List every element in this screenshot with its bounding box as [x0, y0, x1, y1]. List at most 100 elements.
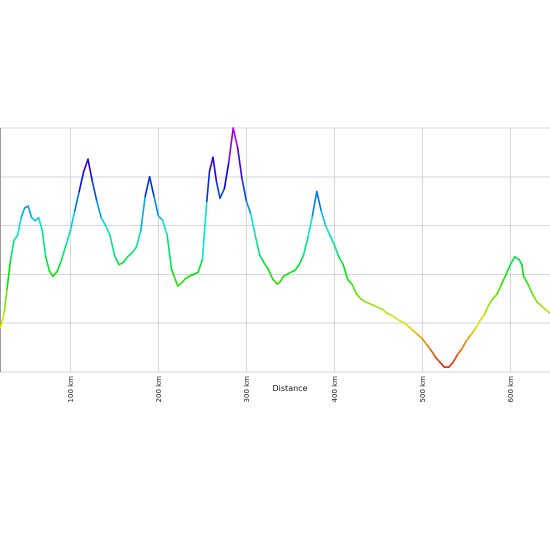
line-segment-23 [82, 158, 89, 173]
line-segment-75 [298, 254, 305, 266]
line-segment-2 [3, 288, 8, 313]
line-segment-96 [390, 314, 397, 320]
line-segment-116 [478, 314, 485, 323]
line-segment-60 [236, 146, 243, 180]
line-segment-126 [521, 263, 525, 278]
line-segment-37 [144, 176, 151, 198]
line-segment-41 [162, 219, 168, 237]
line-segment-39 [153, 195, 160, 217]
x-tick-label-0: 100 km [67, 376, 75, 403]
line-segment-15 [48, 269, 54, 278]
line-segment-67 [267, 268, 274, 281]
vertical-gridlines [69, 128, 511, 372]
line-segment-20 [69, 210, 76, 232]
line-segment-32 [122, 256, 129, 264]
line-segment-70 [279, 275, 285, 284]
line-segment-49 [192, 271, 199, 276]
line-segment-50 [197, 258, 204, 274]
line-segment-107 [439, 361, 446, 368]
line-segment-12 [37, 216, 44, 232]
line-segment-82 [329, 234, 336, 246]
line-segment-59 [232, 127, 239, 149]
line-segment-76 [302, 236, 309, 256]
line-segment-78 [311, 190, 318, 217]
horizontal-gridlines [0, 127, 550, 373]
line-segment-68 [271, 278, 279, 285]
line-segment-132 [544, 308, 550, 315]
x-tick-label-3: 400 km [331, 376, 339, 403]
line-segment-90 [364, 300, 371, 305]
line-segment-19 [65, 229, 72, 246]
line-segment-93 [377, 306, 384, 311]
line-segment-43 [170, 268, 176, 278]
line-segment-105 [430, 349, 437, 359]
line-segment-35 [135, 229, 142, 248]
line-segment-6 [16, 216, 22, 237]
line-segment-114 [469, 328, 477, 336]
line-segment-14 [44, 256, 51, 272]
line-segment-56 [219, 187, 226, 200]
line-segment-84 [337, 256, 345, 266]
line-segment-98 [399, 320, 406, 325]
line-segment-122 [505, 263, 512, 276]
line-segment-112 [461, 339, 468, 350]
line-segment-57 [223, 161, 230, 190]
line-segment-27 [100, 216, 107, 227]
line-segment-7 [20, 207, 26, 219]
line-segment-94 [381, 308, 389, 315]
line-segment-120 [496, 283, 503, 295]
line-segment-53 [208, 156, 214, 173]
line-segment-4 [9, 239, 15, 261]
line-segment-52 [206, 171, 211, 202]
line-segment-119 [491, 293, 499, 300]
line-segment-101 [412, 330, 419, 336]
line-segment-102 [417, 334, 424, 340]
x-tick-label-5: 600 km [507, 376, 515, 403]
line-segment-99 [403, 322, 411, 328]
line-segment-58 [228, 127, 234, 163]
x-tick-label-4: 500 km [419, 376, 427, 403]
line-segment-33 [126, 252, 133, 258]
line-segment-54 [212, 156, 218, 183]
line-segment-44 [173, 275, 179, 287]
line-segment-73 [289, 269, 296, 274]
line-segment-29 [109, 234, 116, 256]
line-segment-38 [148, 176, 155, 198]
line-segment-34 [131, 246, 138, 254]
line-segment-63 [250, 213, 256, 237]
line-segment-55 [215, 180, 221, 200]
line-segment-115 [474, 320, 481, 330]
line-segment-113 [465, 334, 472, 342]
line-segment-42 [166, 234, 173, 271]
line-segment-106 [434, 356, 441, 364]
line-segment-1 [0, 310, 6, 325]
line-segment-125 [518, 258, 523, 266]
line-segment-30 [113, 254, 120, 266]
line-segment-40 [157, 215, 164, 222]
line-segment-88 [355, 293, 362, 300]
line-segment-130 [535, 300, 543, 307]
x-axis-title: Distance [273, 384, 308, 393]
x-tick-labels: 100 km 200 km 300 km 400 km 500 km 600 km [67, 376, 515, 403]
line-segment-25 [91, 180, 98, 202]
line-segment-100 [408, 326, 415, 332]
line-segment-81 [324, 224, 331, 237]
line-segment-36 [140, 195, 146, 232]
line-segment-0 [0, 322, 3, 329]
line-segment-51 [201, 200, 208, 261]
line-segment-80 [320, 210, 327, 227]
line-segment-28 [104, 224, 111, 237]
line-segment-109 [447, 361, 455, 368]
line-segment-65 [258, 254, 265, 264]
line-segment-74 [293, 263, 301, 272]
line-segment-24 [87, 158, 94, 183]
line-segment-127 [522, 275, 529, 285]
line-segment-128 [527, 283, 534, 295]
line-segment-111 [456, 347, 463, 356]
line-segment-66 [263, 261, 270, 271]
line-segment-5 [13, 234, 19, 242]
line-segment-123 [509, 256, 516, 266]
x-tick-label-2: 300 km [243, 376, 251, 403]
line-segment-3 [6, 258, 12, 290]
